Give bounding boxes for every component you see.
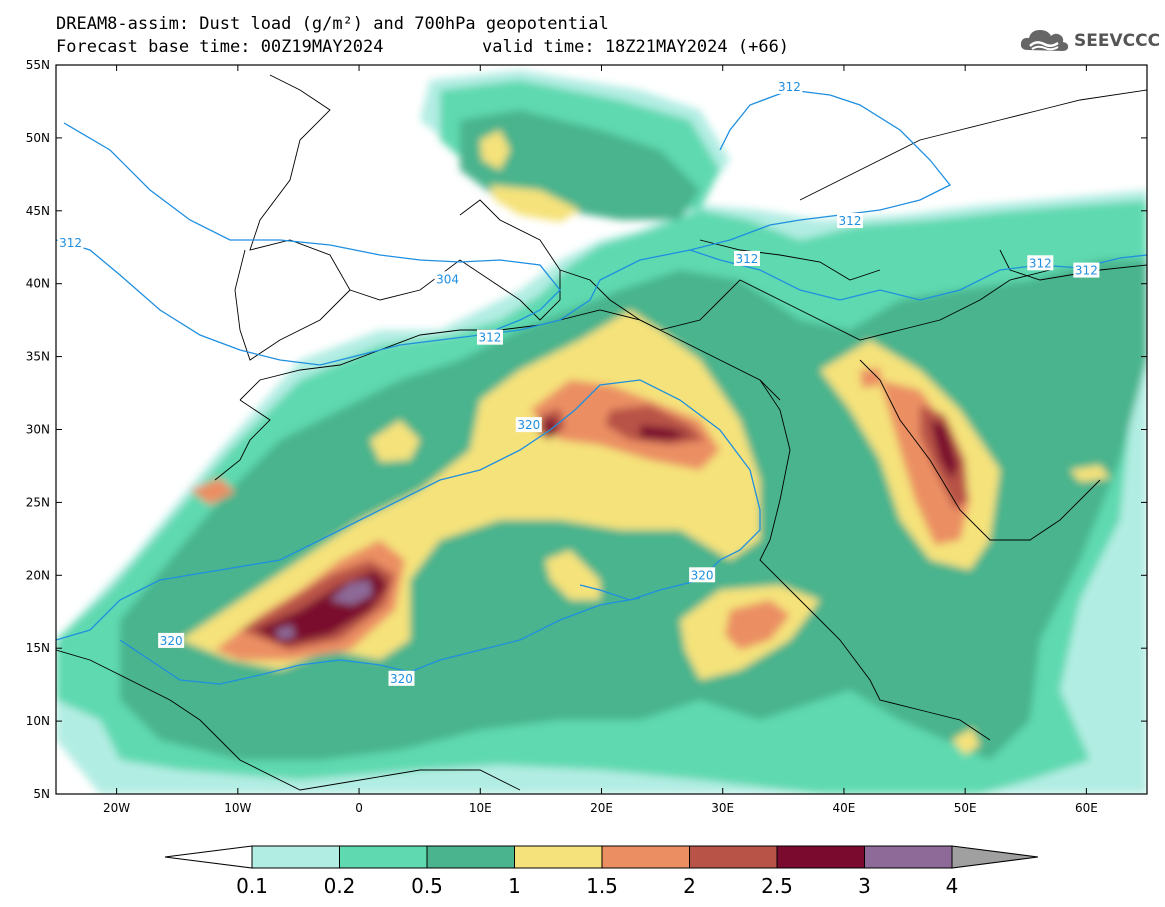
lon-label: 50E <box>954 801 977 815</box>
colorbar-label: 4 <box>946 874 959 898</box>
contour-312-west <box>63 122 461 263</box>
coastlines <box>56 74 1147 791</box>
lon-label: 10W <box>224 801 251 815</box>
contour-label: 312 <box>778 80 801 94</box>
lon-label: 10E <box>469 801 492 815</box>
contour-label-bg <box>776 78 803 94</box>
colorbar-label: 1.5 <box>586 874 618 898</box>
contour-320-south <box>119 597 641 685</box>
lat-label: 20N <box>26 568 50 582</box>
contour-label: 304 <box>436 272 459 286</box>
lon-label: 20E <box>590 801 613 815</box>
contour-label-bg <box>1073 262 1100 278</box>
colorbar-swatch <box>689 845 778 869</box>
contour-label-bg <box>434 271 461 287</box>
colorbar-label: 2 <box>683 874 696 898</box>
contour-label-bg <box>1027 255 1054 271</box>
dust-field: 312 304 312 312 312 312 312 312 320 320 320 320 <box>56 65 1147 794</box>
contour-label: 312 <box>736 252 759 266</box>
map-title: DREAM8-assim: Dust load (g/m²) and 700hP… <box>56 14 609 34</box>
contour-label: 320 <box>691 568 714 582</box>
contour-label-bg <box>57 234 84 250</box>
lon-label: 40E <box>833 801 856 815</box>
dust-contour-4 <box>330 580 372 605</box>
contour-312-coast <box>56 239 691 366</box>
axis-labels: 55N 50N 45N 40N 35N 30N 25N 20N 15N 10N 5N 20W 10W 0 1… <box>26 58 1098 815</box>
colorbar-label: 0.5 <box>411 874 443 898</box>
colorbar-label: 0.1 <box>236 874 268 898</box>
contour-label-bg <box>515 417 542 433</box>
contour-label: 320 <box>160 634 183 648</box>
colorbar-label: 3 <box>858 874 871 898</box>
contour-label: 312 <box>479 331 502 345</box>
contour-label-bg <box>388 670 415 686</box>
contour-label-bg <box>476 329 503 345</box>
colorbar-label: 2.5 <box>761 874 793 898</box>
contour-label: 320 <box>517 418 540 432</box>
lat-label: 10N <box>26 714 50 728</box>
contour-label: 312 <box>1075 264 1098 278</box>
lat-label: 50N <box>26 131 50 145</box>
colorbar-swatch <box>864 845 953 869</box>
lat-label: 35N <box>26 350 50 364</box>
contour-304 <box>459 259 561 333</box>
lon-label: 20W <box>103 801 130 815</box>
colorbar-under-arrow <box>164 845 253 869</box>
lat-label: 30N <box>26 423 50 437</box>
lat-label: 25N <box>26 495 50 509</box>
lat-label: 55N <box>26 58 50 72</box>
colorbar-swatch <box>514 845 603 869</box>
contour-label: 312 <box>839 214 862 228</box>
lat-label: 5N <box>33 787 50 801</box>
logo-text: SEEVCCC <box>1074 31 1161 51</box>
valid-time: valid time: 18Z21MAY2024 (+66) <box>482 37 790 57</box>
colorbar-label: 0.2 <box>324 874 356 898</box>
colorbar-swatch <box>251 845 340 869</box>
colorbar: 0.1 0.2 0.5 1 1.5 2 2.5 3 4 <box>164 845 1039 898</box>
colorbar-over-arrow <box>951 845 1039 869</box>
contour-label-bg <box>689 567 716 583</box>
forecast-base-time: Forecast base time: 00Z19MAY2024 <box>56 37 384 57</box>
contour-label: 312 <box>59 236 82 250</box>
contour-312-north <box>689 89 952 251</box>
lat-label: 40N <box>26 277 50 291</box>
lon-label: 30E <box>711 801 734 815</box>
contour-label: 320 <box>390 672 413 686</box>
geopotential-labels: 312 304 312 312 312 312 312 312 320 320 320 320 <box>57 78 1100 686</box>
colorbar-swatch <box>426 845 515 869</box>
contour-label-bg <box>158 632 185 648</box>
colorbar-swatch <box>339 845 428 869</box>
seevccc-logo: SEEVCCC <box>1018 26 1160 56</box>
colorbar-swatch <box>776 845 865 869</box>
lat-label: 15N <box>26 641 50 655</box>
lon-label: 0 <box>355 801 363 815</box>
contour-label: 312 <box>1029 256 1052 270</box>
cloud-icon <box>1020 30 1069 51</box>
axis-ticks <box>56 64 1147 795</box>
contour-label-bg <box>837 213 864 229</box>
lon-label: 60E <box>1075 801 1098 815</box>
lat-label: 45N <box>26 204 50 218</box>
colorbar-swatch <box>601 845 690 869</box>
colorbar-label: 1 <box>508 874 521 898</box>
contour-label-bg <box>733 250 760 266</box>
